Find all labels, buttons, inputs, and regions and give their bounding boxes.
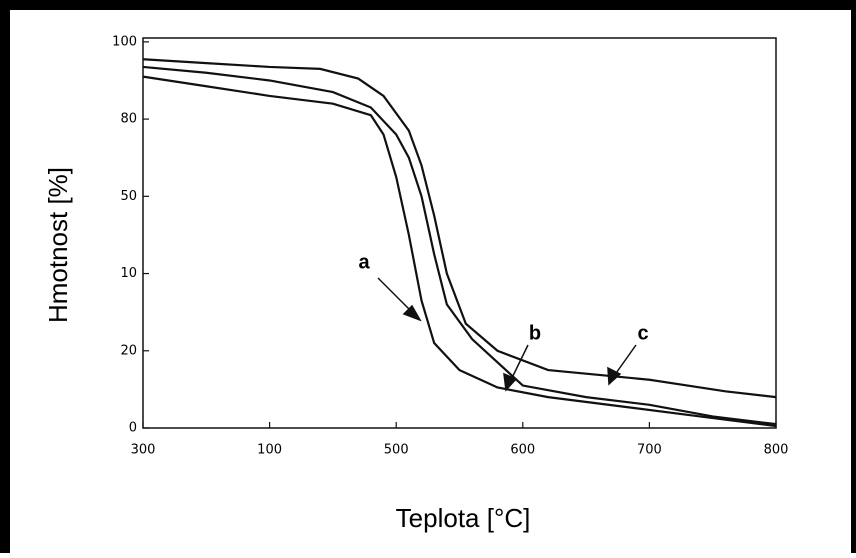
y-tick-label: 0 (129, 421, 137, 436)
y-tick-label: 10 (120, 266, 137, 281)
y-tick-label: 50 (120, 189, 137, 204)
y-axis-label: Hmotnost [%] (43, 167, 73, 323)
x-tick-label: 300 (131, 443, 156, 458)
x-tick-label: 100 (257, 443, 282, 458)
background (10, 10, 851, 553)
annotation: a (358, 251, 370, 273)
annotation: c (637, 322, 648, 344)
plot-frame (142, 37, 777, 429)
data-line (142, 75, 777, 428)
x-axis-label: Teplota [°C] (396, 503, 531, 533)
data-line (142, 58, 777, 399)
x-tick-label: 800 (764, 443, 789, 458)
data-line (142, 65, 777, 426)
y-tick-label: 20 (120, 343, 137, 358)
arrow-c (613, 344, 637, 377)
y-tick-label: 80 (120, 112, 137, 127)
arrow-head (402, 304, 422, 322)
x-tick-label: 700 (637, 443, 662, 458)
y-tick-label: 100 (112, 34, 137, 49)
x-tick-label: 500 (384, 443, 409, 458)
x-tick-label: 600 (510, 443, 535, 458)
annotation: b (529, 322, 541, 344)
arrow-a (377, 277, 415, 315)
